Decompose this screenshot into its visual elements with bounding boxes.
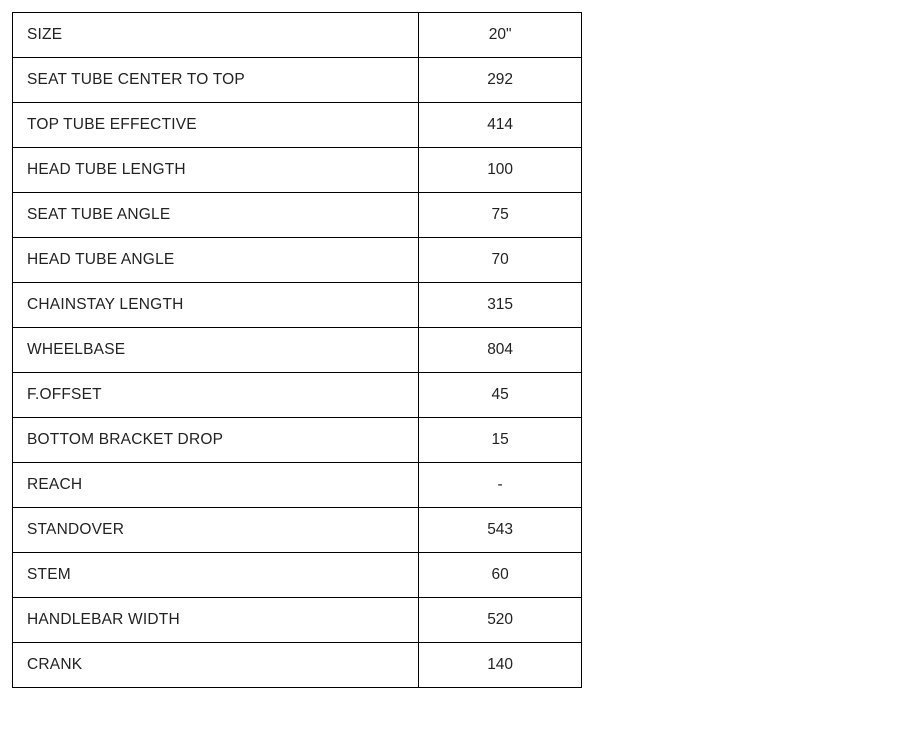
geometry-table: SIZE 20" SEAT TUBE CENTER TO TOP 292 TOP…: [12, 12, 582, 688]
geometry-label: SIZE: [13, 13, 419, 58]
geometry-label: HEAD TUBE LENGTH: [13, 148, 419, 193]
table-row: WHEELBASE 804: [13, 328, 582, 373]
table-row: BOTTOM BRACKET DROP 15: [13, 418, 582, 463]
table-row: STANDOVER 543: [13, 508, 582, 553]
geometry-value: 804: [419, 328, 582, 373]
table-row: HANDLEBAR WIDTH 520: [13, 598, 582, 643]
geometry-value: 414: [419, 103, 582, 148]
geometry-value: 15: [419, 418, 582, 463]
geometry-label: BOTTOM BRACKET DROP: [13, 418, 419, 463]
geometry-label: HANDLEBAR WIDTH: [13, 598, 419, 643]
geometry-label: REACH: [13, 463, 419, 508]
geometry-value: -: [419, 463, 582, 508]
geometry-value: 543: [419, 508, 582, 553]
geometry-label: WHEELBASE: [13, 328, 419, 373]
table-row: SEAT TUBE CENTER TO TOP 292: [13, 58, 582, 103]
geometry-label: CHAINSTAY LENGTH: [13, 283, 419, 328]
geometry-value: 20": [419, 13, 582, 58]
geometry-value: 70: [419, 238, 582, 283]
geometry-value: 100: [419, 148, 582, 193]
geometry-label: F.OFFSET: [13, 373, 419, 418]
geometry-label: STANDOVER: [13, 508, 419, 553]
table-row: F.OFFSET 45: [13, 373, 582, 418]
table-row: TOP TUBE EFFECTIVE 414: [13, 103, 582, 148]
table-row: REACH -: [13, 463, 582, 508]
geometry-label: HEAD TUBE ANGLE: [13, 238, 419, 283]
table-row: SEAT TUBE ANGLE 75: [13, 193, 582, 238]
geometry-label: TOP TUBE EFFECTIVE: [13, 103, 419, 148]
table-row: STEM 60: [13, 553, 582, 598]
geometry-value: 60: [419, 553, 582, 598]
geometry-value: 140: [419, 643, 582, 688]
geometry-label: SEAT TUBE ANGLE: [13, 193, 419, 238]
geometry-value: 45: [419, 373, 582, 418]
geometry-value: 292: [419, 58, 582, 103]
geometry-value: 315: [419, 283, 582, 328]
geometry-value: 520: [419, 598, 582, 643]
geometry-label: STEM: [13, 553, 419, 598]
geometry-value: 75: [419, 193, 582, 238]
table-row: CHAINSTAY LENGTH 315: [13, 283, 582, 328]
geometry-label: SEAT TUBE CENTER TO TOP: [13, 58, 419, 103]
geometry-label: CRANK: [13, 643, 419, 688]
table-row: HEAD TUBE LENGTH 100: [13, 148, 582, 193]
geometry-table-body: SIZE 20" SEAT TUBE CENTER TO TOP 292 TOP…: [13, 13, 582, 688]
table-row: HEAD TUBE ANGLE 70: [13, 238, 582, 283]
table-row: SIZE 20": [13, 13, 582, 58]
table-row: CRANK 140: [13, 643, 582, 688]
